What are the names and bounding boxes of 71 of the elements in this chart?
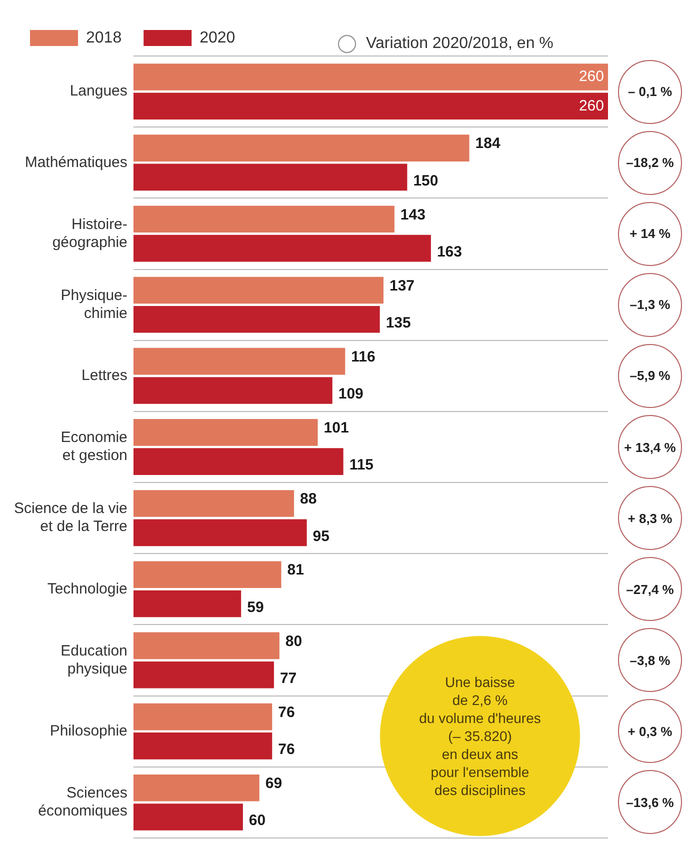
- data-label: 116: [351, 348, 376, 366]
- y-tick-label: Philosophie: [50, 722, 128, 740]
- data-label: 260: [578, 97, 604, 114]
- bar: [133, 234, 431, 262]
- bar: [133, 661, 274, 688]
- bar: [133, 377, 332, 404]
- bar: [133, 92, 608, 120]
- ring-outline: + 13,4 %: [618, 415, 682, 479]
- bar: [133, 732, 272, 760]
- bar: [133, 632, 280, 660]
- data-label: 115: [349, 456, 374, 474]
- annotation: Une baisse de 2,6 % du volume d'heures (– 35.820) en deux ans pour l'ensemble des disciplines: [419, 673, 541, 799]
- legend-label: 2020: [200, 29, 236, 46]
- data-label: 163: [436, 243, 462, 260]
- data-label: 60: [248, 812, 266, 830]
- y-tick-label: Lettres: [82, 367, 128, 384]
- ring-outline: –27,4 %: [618, 557, 682, 622]
- bar: [133, 774, 260, 802]
- y-tick-label: Science de la vie et de la Terre: [14, 500, 128, 536]
- bar: [133, 490, 294, 517]
- bar: [133, 703, 272, 730]
- data-label: 135: [386, 314, 411, 332]
- bar: [133, 519, 307, 546]
- y-tick-label: Education physique: [60, 642, 128, 678]
- data-label: 69: [265, 775, 282, 792]
- bar: [133, 276, 384, 304]
- y-tick-label: Physique- chimie: [60, 286, 128, 322]
- bar: [133, 590, 242, 618]
- data-label: 150: [413, 172, 438, 190]
- bar: [133, 804, 243, 830]
- data-label: 59: [247, 598, 264, 616]
- bar: [133, 306, 380, 333]
- data-label: 101: [324, 420, 349, 437]
- data-label: 88: [300, 490, 317, 508]
- ring-outline: – 0,1 %: [618, 60, 682, 124]
- data-label: 76: [278, 704, 295, 721]
- ring-outline: –13,6 %: [618, 770, 682, 834]
- bar: [133, 561, 282, 588]
- data-label: 109: [338, 386, 364, 403]
- bar: [133, 206, 394, 233]
- ring-outline: –1,3 %: [618, 272, 682, 337]
- data-label: 137: [389, 277, 415, 294]
- legend-label: 2018: [86, 29, 122, 46]
- bar: [133, 419, 318, 446]
- ring-outline: –3,8 %: [618, 628, 682, 692]
- ring-outline: + 14 %: [618, 202, 682, 266]
- bar: [133, 64, 608, 90]
- y-tick-label: Langues: [70, 82, 128, 100]
- bar: [133, 448, 344, 475]
- data-label: 143: [400, 206, 426, 224]
- ring-outline: –5,9 %: [618, 344, 682, 408]
- callout-disc: Une baisse de 2,6 % du volume d'heures (– 35.820) en deux ans pour l'ensemble des disciplines: [380, 636, 580, 836]
- y-tick-label: Mathématiques: [24, 154, 128, 171]
- y-tick-label: Economie et gestion: [60, 429, 128, 464]
- y-tick-label: Technologie: [47, 580, 128, 598]
- y-tick-label: Histoire- géographie: [52, 216, 128, 251]
- ring-outline: + 0,3 %: [618, 699, 682, 764]
- bar: [133, 164, 408, 191]
- data-label: 260: [578, 68, 604, 86]
- data-label: 76: [278, 741, 295, 758]
- bar: [133, 348, 346, 375]
- data-label: 184: [475, 135, 501, 152]
- text: Variation 2020/2018, en %: [366, 35, 554, 53]
- y-tick-label: Sciences économiques: [38, 784, 128, 820]
- data-label: 80: [285, 632, 302, 650]
- data-label: 81: [287, 562, 304, 579]
- bar: [133, 134, 470, 162]
- data-label: 95: [312, 528, 330, 545]
- ring-outline: –18,2 %: [618, 130, 682, 195]
- ring-outline: + 8,3 %: [618, 486, 682, 550]
- data-label: 77: [280, 670, 297, 687]
